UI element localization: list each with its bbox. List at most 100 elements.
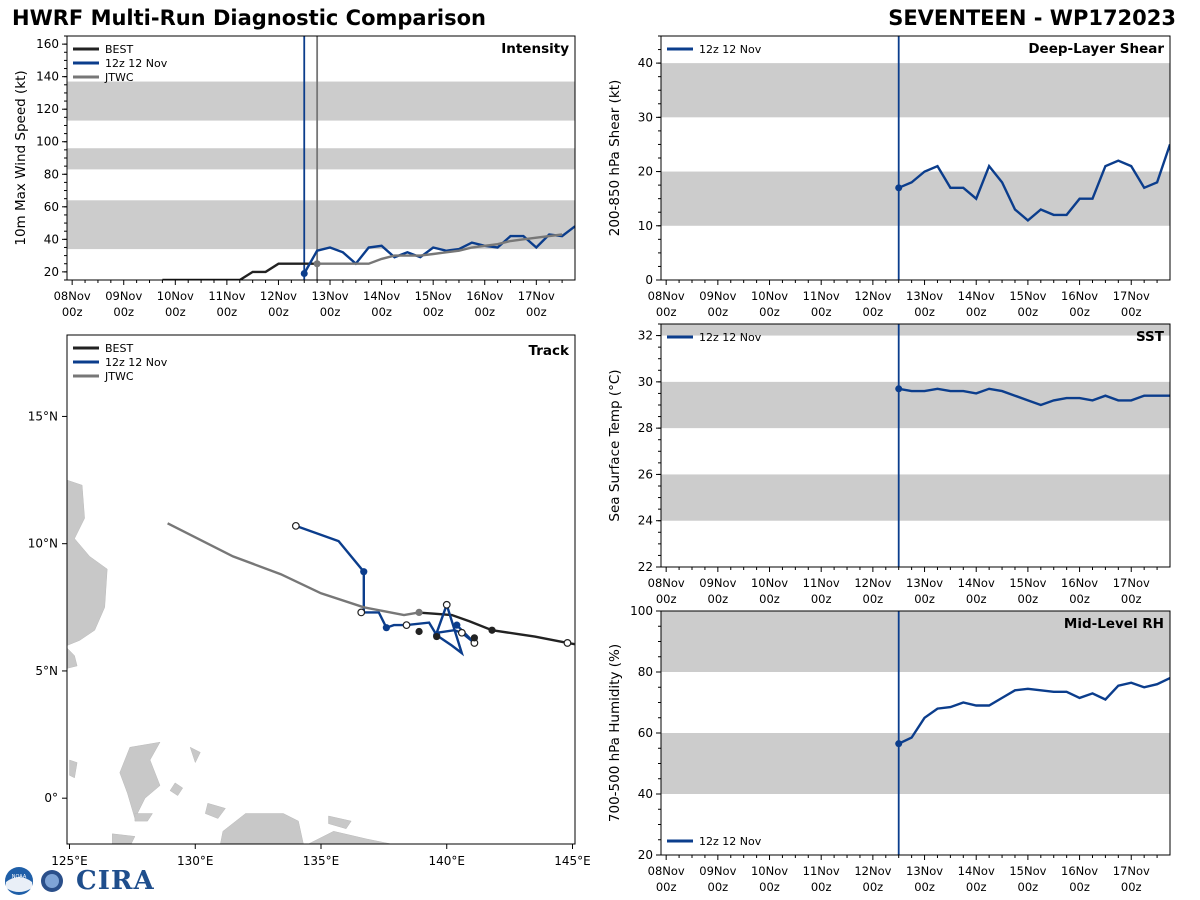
track-point-filled (415, 627, 423, 636)
track-point-open (442, 600, 451, 609)
x-tick-label: 08Nov (648, 576, 685, 590)
y-tick-label: 30 (638, 110, 653, 124)
land-shape (328, 815, 352, 829)
x-tick-label: 11Nov (803, 289, 840, 303)
x-tick-label: 14Nov (958, 576, 995, 590)
x-tick-sublabel: 00z (759, 592, 780, 606)
noaa-globe-icon: NOAA (5, 867, 63, 895)
track-point-open (291, 521, 300, 530)
x-tick-label: 135°E (303, 854, 340, 868)
y-tick-label: 100 (36, 135, 59, 149)
x-tick-label: 10Nov (751, 576, 788, 590)
x-tick-sublabel: 00z (863, 305, 884, 319)
x-tick-label: 11Nov (803, 864, 840, 878)
intensity-panel: 20 40 60 80 100 120 140 160 08Nov 00z 09Nov 00z 10No… (13, 35, 576, 319)
x-tick-sublabel: 00z (759, 880, 780, 894)
x-tick-label: 15Nov (1009, 576, 1046, 590)
x-tick-sublabel: 00z (966, 880, 987, 894)
x-tick-label: 15Nov (1009, 289, 1046, 303)
x-tick-label: 13Nov (906, 576, 943, 590)
x-tick-sublabel: 00z (1121, 880, 1142, 894)
x-tick-sublabel: 00z (811, 880, 832, 894)
x-tick-sublabel: 00z (1121, 305, 1142, 319)
x-tick-label: 12Nov (260, 289, 297, 303)
legend-label-best: BEST (105, 342, 133, 355)
land-shape (189, 746, 201, 764)
legend-label-run: 12z 12 Nov (699, 835, 762, 848)
track-point-filled (453, 621, 461, 629)
y-tick-label: 15°N (28, 409, 58, 423)
x-tick-label: 10Nov (751, 864, 788, 878)
data-point (895, 740, 903, 748)
x-tick-label: 08Nov (648, 289, 685, 303)
y-tick-label: 40 (638, 56, 653, 70)
y-tick-label: 10°N (28, 537, 58, 551)
x-tick-sublabel: 00z (320, 305, 341, 319)
land-shape (67, 647, 78, 669)
y-tick-label: 140 (36, 70, 59, 84)
threshold-band (67, 81, 575, 121)
panel-title: SST (1136, 329, 1165, 345)
sst-panel: 22 24 26 28 30 32 08Nov 00z 09Nov 00z 10Nov 00z 11No… (607, 323, 1171, 606)
x-tick-label: 09Nov (699, 576, 736, 590)
threshold-band (661, 611, 1170, 672)
land-shape (67, 479, 108, 646)
land-shape (119, 741, 161, 820)
x-tick-label: 125°E (51, 854, 88, 868)
x-tick-sublabel: 00z (656, 592, 677, 606)
x-tick-label: 12Nov (854, 576, 891, 590)
x-tick-label: 09Nov (105, 289, 142, 303)
x-tick-sublabel: 00z (863, 592, 884, 606)
track-line-best (416, 611, 575, 646)
track-point-open (457, 628, 466, 637)
x-tick-label: 09Nov (699, 864, 736, 878)
x-tick-sublabel: 00z (656, 880, 677, 894)
series-line-run (898, 144, 1170, 222)
land-shape (220, 813, 304, 844)
track-point-filled (382, 624, 390, 632)
x-tick-label: 15Nov (1009, 864, 1046, 878)
x-tick-label: 10Nov (751, 289, 788, 303)
land-shape (134, 813, 153, 822)
x-tick-sublabel: 00z (708, 880, 729, 894)
series-line-jtwc (317, 233, 563, 265)
threshold-band (661, 733, 1170, 794)
y-tick-label: 0° (44, 791, 58, 805)
x-tick-sublabel: 00z (165, 305, 186, 319)
x-tick-sublabel: 00z (914, 880, 935, 894)
threshold-band (661, 474, 1170, 521)
x-tick-label: 16Nov (1061, 576, 1098, 590)
series-line-run (303, 225, 575, 275)
panel-title: Track (529, 343, 570, 359)
x-tick-label: 12Nov (854, 864, 891, 878)
x-tick-label: 08Nov (54, 289, 91, 303)
track-line-jtwc (167, 522, 420, 617)
x-tick-label: 145°E (554, 854, 591, 868)
x-tick-label: 12Nov (854, 289, 891, 303)
track-point-open (357, 608, 366, 617)
x-tick-sublabel: 00z (1018, 305, 1039, 319)
x-tick-sublabel: 00z (474, 305, 495, 319)
x-tick-label: 09Nov (699, 289, 736, 303)
land-shape (169, 782, 184, 796)
x-tick-sublabel: 00z (811, 592, 832, 606)
y-tick-label: 26 (638, 467, 653, 481)
rh-panel: 20 40 60 80 100 08Nov 00z 09Nov 00z 10Nov 00z 11Nov… (607, 604, 1171, 894)
x-tick-sublabel: 00z (914, 305, 935, 319)
land-shape (205, 802, 226, 819)
storm-name: SEVENTEEN - WP172023 (888, 6, 1176, 30)
y-tick-label: 10 (638, 219, 653, 233)
track-point-open (402, 621, 411, 630)
track-panel: 125°E 130°E 135°E 140°E 145°E 0° 5°N 10°N 15°N Tr… (28, 334, 591, 868)
x-tick-label: 17Nov (1113, 576, 1150, 590)
x-tick-sublabel: 00z (708, 592, 729, 606)
track-point-filled (488, 626, 496, 634)
x-tick-sublabel: 00z (113, 305, 134, 319)
noaa-badge-text: NOAA (12, 874, 27, 880)
track-point-filled (415, 608, 423, 617)
threshold-band (661, 381, 1170, 429)
track-line-run (295, 524, 476, 657)
y-tick-label: 80 (638, 665, 653, 679)
y-tick-label: 32 (638, 329, 653, 343)
